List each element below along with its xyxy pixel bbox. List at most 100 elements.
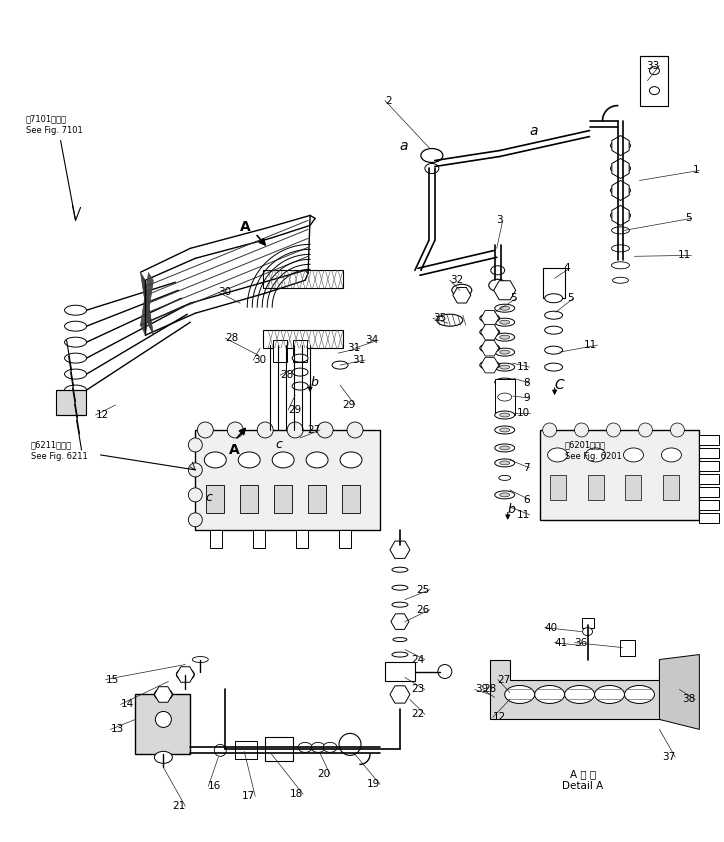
Bar (308, 485, 326, 513)
Circle shape (188, 513, 202, 527)
Text: 16: 16 (209, 781, 222, 791)
Bar (699, 448, 720, 458)
Circle shape (347, 422, 363, 438)
Text: A: A (240, 221, 251, 234)
Ellipse shape (500, 493, 510, 497)
Text: 14: 14 (120, 700, 134, 710)
Ellipse shape (544, 363, 563, 371)
Bar (265, 738, 293, 761)
Text: 第7101図参照: 第7101図参照 (25, 114, 67, 123)
Ellipse shape (421, 148, 443, 163)
Ellipse shape (64, 385, 87, 395)
Text: 29: 29 (342, 400, 355, 410)
Ellipse shape (494, 348, 515, 356)
Text: 19: 19 (367, 780, 380, 789)
Bar (210, 530, 222, 548)
Text: 7: 7 (523, 463, 530, 473)
Ellipse shape (332, 361, 348, 369)
Text: 28: 28 (280, 370, 293, 380)
Ellipse shape (497, 393, 512, 401)
Ellipse shape (612, 262, 629, 269)
Ellipse shape (177, 669, 194, 680)
Text: 第6211図参照: 第6211図参照 (30, 440, 72, 450)
Text: 11: 11 (584, 340, 597, 350)
Text: 12: 12 (493, 712, 506, 722)
Bar (195, 430, 380, 530)
Text: 23: 23 (412, 685, 425, 695)
Polygon shape (489, 659, 679, 719)
Ellipse shape (393, 637, 407, 642)
Bar (240, 485, 258, 513)
Ellipse shape (323, 743, 337, 753)
Text: 39: 39 (475, 685, 488, 695)
Ellipse shape (494, 363, 515, 371)
Ellipse shape (625, 685, 654, 703)
Ellipse shape (500, 350, 510, 354)
Ellipse shape (494, 378, 515, 386)
Text: a: a (400, 139, 408, 152)
Text: C: C (555, 378, 565, 392)
Ellipse shape (292, 382, 308, 390)
Ellipse shape (544, 326, 563, 334)
Ellipse shape (193, 657, 209, 663)
Text: A 詳 細: A 詳 細 (570, 770, 596, 780)
Ellipse shape (438, 664, 452, 679)
Ellipse shape (64, 321, 87, 331)
Text: 8: 8 (523, 378, 530, 388)
Bar (264, 270, 343, 288)
Ellipse shape (583, 627, 592, 636)
Ellipse shape (610, 141, 631, 151)
Bar (296, 530, 308, 548)
Circle shape (670, 423, 684, 437)
Circle shape (543, 423, 557, 437)
Bar (206, 485, 224, 513)
Circle shape (227, 422, 243, 438)
Ellipse shape (491, 266, 505, 274)
Ellipse shape (292, 354, 308, 362)
Ellipse shape (500, 320, 510, 324)
Ellipse shape (500, 413, 510, 417)
Text: 4: 4 (563, 264, 570, 274)
Text: 31: 31 (352, 355, 365, 365)
Bar (581, 618, 594, 627)
Circle shape (607, 423, 620, 437)
Circle shape (156, 711, 172, 727)
Text: See Fig. 6201: See Fig. 6201 (565, 452, 621, 461)
Ellipse shape (489, 280, 507, 291)
Ellipse shape (544, 312, 563, 319)
Text: 37: 37 (662, 753, 675, 762)
Text: 3: 3 (496, 216, 502, 226)
Ellipse shape (500, 446, 510, 450)
Bar (342, 485, 360, 513)
Ellipse shape (499, 476, 510, 481)
Bar (699, 461, 720, 471)
Text: 21: 21 (172, 802, 185, 811)
Ellipse shape (565, 685, 594, 703)
Circle shape (257, 422, 273, 438)
Ellipse shape (306, 452, 328, 468)
Text: 6: 6 (523, 495, 530, 505)
Text: 24: 24 (412, 654, 425, 664)
Ellipse shape (500, 335, 510, 339)
Circle shape (287, 422, 303, 438)
Ellipse shape (392, 652, 408, 657)
Ellipse shape (311, 743, 325, 753)
Text: 33: 33 (647, 61, 660, 71)
Text: 38: 38 (682, 695, 695, 705)
Text: 40: 40 (544, 622, 557, 632)
Bar (273, 340, 287, 362)
Text: 5: 5 (567, 293, 573, 303)
Text: Detail A: Detail A (562, 781, 603, 791)
Text: 20: 20 (317, 770, 330, 780)
Ellipse shape (298, 743, 312, 753)
Ellipse shape (586, 448, 605, 462)
Text: 32: 32 (450, 275, 463, 285)
Ellipse shape (214, 744, 227, 756)
Text: 5: 5 (510, 293, 517, 303)
Ellipse shape (505, 685, 534, 703)
Bar (699, 435, 720, 445)
Ellipse shape (452, 285, 472, 296)
Circle shape (198, 422, 214, 438)
Circle shape (575, 423, 589, 437)
Ellipse shape (64, 305, 87, 315)
